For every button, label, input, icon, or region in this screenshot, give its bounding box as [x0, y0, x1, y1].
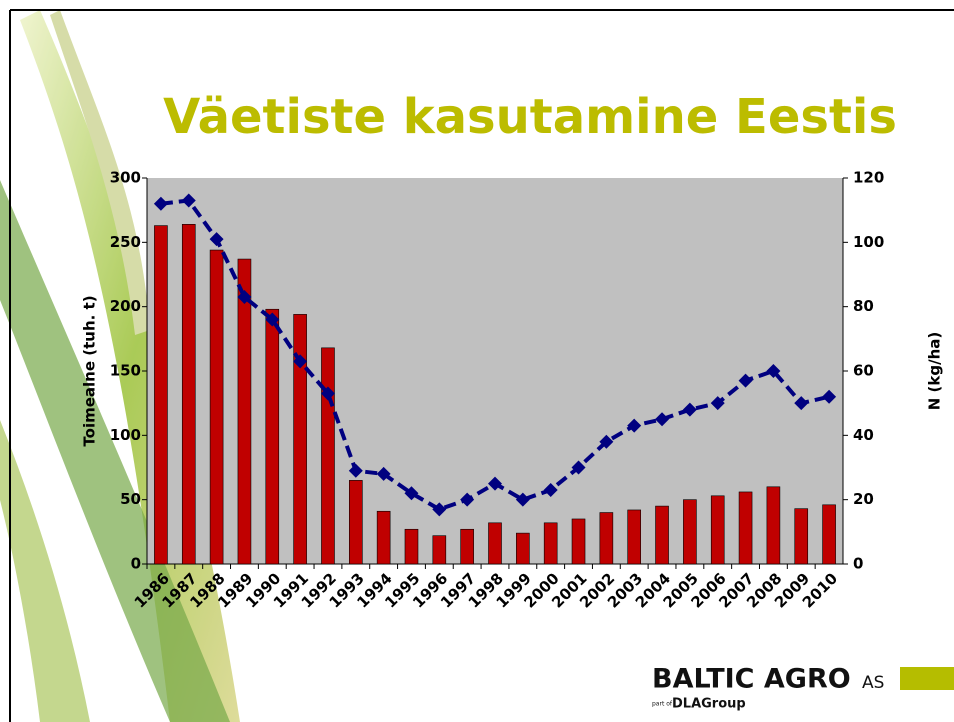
y-tick-label: 300 — [110, 169, 141, 187]
marker — [738, 373, 753, 388]
logo-suffix: AS — [862, 673, 884, 693]
marker — [571, 460, 586, 475]
marker — [460, 492, 475, 507]
bar — [599, 512, 614, 565]
y2-tick-label: 0 — [853, 555, 863, 573]
logo: BALTIC AGRO AS part of DLAGroup — [652, 664, 954, 712]
marker — [181, 193, 196, 208]
bar — [237, 258, 252, 565]
bar — [516, 532, 530, 565]
marker — [404, 486, 419, 501]
marker — [237, 290, 252, 305]
marker — [320, 386, 335, 401]
bar — [181, 224, 196, 565]
bar — [460, 528, 474, 565]
bar — [265, 308, 280, 565]
marker — [766, 364, 781, 378]
marker — [209, 232, 224, 247]
bar — [655, 505, 669, 565]
logo-part-of: part of — [652, 701, 673, 708]
y2-tick-label: 100 — [853, 233, 884, 251]
marker — [488, 476, 502, 491]
marker — [515, 492, 530, 507]
bar — [543, 522, 558, 565]
bar — [154, 225, 168, 565]
logo-bar — [900, 667, 954, 690]
y2-tick-label: 20 — [853, 490, 874, 508]
logo-name: BALTIC AGRO — [652, 664, 851, 695]
marker — [265, 312, 280, 327]
y2-axis-label: N (kg/ha) — [926, 332, 944, 410]
marker — [543, 483, 558, 498]
bar — [293, 314, 307, 565]
y-tick-label: 150 — [110, 362, 141, 380]
chart: 0501001502002503000204060801001201986198… — [110, 169, 885, 612]
bar — [432, 535, 447, 565]
marker — [599, 434, 614, 449]
marker — [822, 389, 837, 404]
y-tick-label: 250 — [110, 233, 141, 251]
bar — [488, 522, 502, 565]
y2-tick-label: 80 — [853, 297, 874, 315]
marker — [682, 402, 697, 417]
bar — [571, 518, 586, 565]
y2-tick-label: 40 — [853, 426, 874, 444]
marker — [153, 196, 168, 211]
bar — [404, 528, 419, 565]
y-tick-label: 100 — [110, 426, 141, 444]
marker — [376, 466, 391, 481]
y-tick-label: 0 — [131, 555, 141, 573]
bar — [376, 510, 391, 565]
marker — [710, 396, 725, 411]
bar — [710, 495, 725, 565]
bar — [209, 249, 224, 565]
bar — [794, 508, 809, 565]
marker — [432, 502, 447, 517]
y-tick-label: 50 — [120, 490, 141, 508]
bar — [348, 480, 363, 565]
y-axis-label: Toimealne (tuh. t) — [81, 295, 99, 446]
bar — [321, 347, 335, 565]
bar — [738, 491, 753, 565]
bar — [683, 499, 697, 565]
y2-tick-label: 60 — [853, 362, 874, 380]
bar — [766, 486, 781, 565]
marker — [627, 418, 642, 433]
marker — [655, 412, 670, 427]
bar — [822, 504, 836, 565]
y-tick-label: 200 — [110, 297, 141, 315]
plot-area — [147, 178, 843, 564]
bar — [627, 509, 642, 565]
logo-group: DLAGroup — [672, 697, 746, 712]
marker — [794, 396, 809, 411]
marker — [348, 463, 363, 478]
marker — [293, 354, 308, 369]
chart-title: Väetiste kasutamine Eestis — [163, 89, 897, 145]
y2-tick-label: 120 — [853, 169, 884, 187]
